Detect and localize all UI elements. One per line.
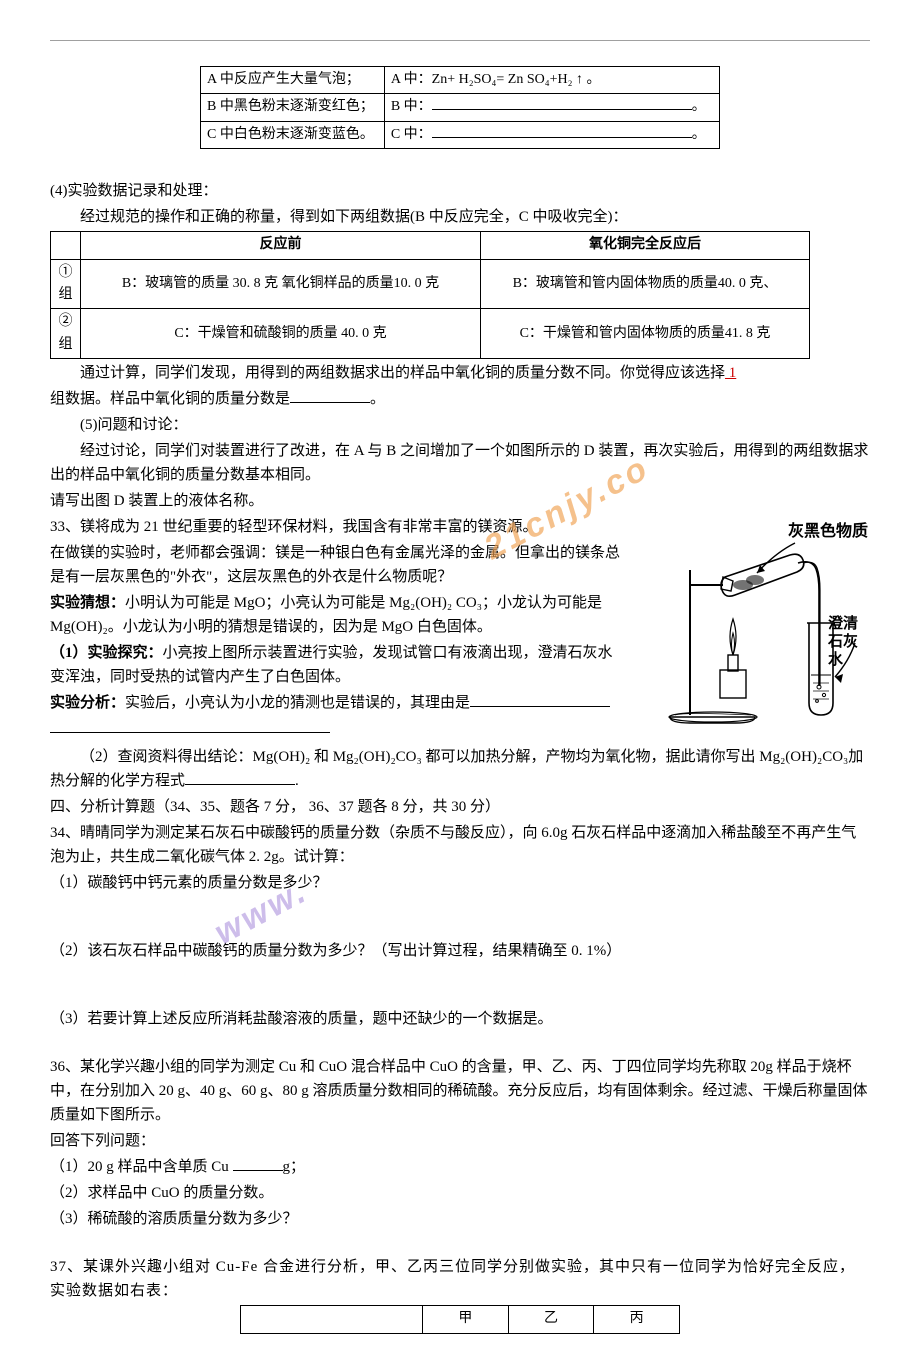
- data-head-2: 氧化铜完全反应后: [481, 232, 810, 259]
- sec4-para1: 通过计算，同学们发现，用得到的两组数据求出的样品中氧化铜的质量分数不同。你觉得应…: [50, 361, 870, 385]
- data-head-0: [51, 232, 81, 259]
- q36-3: （3）稀硫酸的溶质质量分数为多少？: [50, 1207, 870, 1231]
- section-4-title: (4)实验数据记录和处理：: [50, 179, 870, 203]
- blank-field[interactable]: [290, 388, 370, 403]
- q33-sub2: （2）查阅资料得出结论：Mg(OH)₂ 和 Mg₂(OH)₂CO₃ 都可以加热分…: [50, 745, 870, 793]
- bt-2: 乙: [508, 1306, 594, 1333]
- table-row: C 中白色粉末逐渐变蓝色。 C 中：。: [201, 121, 720, 148]
- figure-label-lime: 澄清石灰水: [828, 615, 870, 669]
- blank-field[interactable]: [50, 718, 330, 733]
- q36-1: （1）20 g 样品中含单质 Cu g；: [50, 1155, 870, 1179]
- blank-field[interactable]: [185, 770, 295, 785]
- answer-red: 1: [725, 365, 736, 381]
- bt-1: 甲: [423, 1306, 509, 1333]
- obs-right-0: A 中：Zn+ H₂SO₄= Zn SO₄+H₂ ↑ 。: [384, 67, 719, 94]
- q37-table: 甲 乙 丙: [240, 1305, 680, 1333]
- table-row: A 中反应产生大量气泡； A 中：Zn+ H₂SO₄= Zn SO₄+H₂ ↑ …: [201, 67, 720, 94]
- table-row: B 中黑色粉末逐渐变红色； B 中：。: [201, 94, 720, 121]
- q37: 37、某课外兴趣小组对 Cu-Fe 合金进行分析，甲、乙丙三位同学分别做实验，其…: [50, 1255, 870, 1303]
- row2-after: C：干燥管和管内固体物质的质量41. 8 克: [481, 309, 810, 359]
- q34-2: （2）该石灰石样品中碳酸钙的质量分数为多少？（写出计算过程，结果精确至 0. 1…: [50, 939, 870, 963]
- table-row: 甲 乙 丙: [241, 1306, 680, 1333]
- data-head-1: 反应前: [81, 232, 481, 259]
- row1-after: B：玻璃管和管内固体物质的质量40. 0 克、: [481, 259, 810, 309]
- observations-table: A 中反应产生大量气泡； A 中：Zn+ H₂SO₄= Zn SO₄+H₂ ↑ …: [200, 66, 720, 149]
- page-top-rule: [50, 40, 870, 41]
- sec4-para2: 组数据。样品中氧化铜的质量分数是。: [50, 387, 870, 411]
- section-5-p1: 经过讨论，同学们对装置进行了改进，在 A 与 B 之间增加了一个如图所示的 D …: [50, 439, 870, 487]
- bt-3: 丙: [594, 1306, 680, 1333]
- q34-1: （1）碳酸钙中钙元素的质量分数是多少？: [50, 871, 870, 895]
- row2-before: C：干燥管和硫酸铜的质量 40. 0 克: [81, 309, 481, 359]
- q34: 34、晴晴同学为测定某石灰石中碳酸钙的质量分数（杂质不与酸反应），向 6.0g …: [50, 821, 870, 869]
- section-calc-heading: 四、分析计算题（34、35、题各 7 分， 36、37 题各 8 分，共 30 …: [50, 795, 870, 819]
- obs-right-1: B 中：。: [384, 94, 719, 121]
- apparatus-figure: 灰黑色物质 澄清石灰水: [635, 515, 870, 735]
- blank-field[interactable]: [470, 692, 610, 707]
- table-row: ①组 B：玻璃管的质量 30. 8 克 氧化铜样品的质量10. 0 克 B：玻璃…: [51, 259, 810, 309]
- q36-2: （2）求样品中 CuO 的质量分数。: [50, 1181, 870, 1205]
- row1-label: ①组: [51, 259, 81, 309]
- q36: 36、某化学兴趣小组的同学为测定 Cu 和 CuO 混合样品中 CuO 的含量，…: [50, 1055, 870, 1127]
- blank-field[interactable]: [233, 1156, 283, 1171]
- blank-field[interactable]: [432, 124, 692, 138]
- obs-left-2: C 中白色粉末逐渐变蓝色。: [201, 121, 385, 148]
- bt-0: [241, 1306, 423, 1333]
- obs-left-0: A 中反应产生大量气泡；: [201, 67, 385, 94]
- section-5-p2: 请写出图 D 装置上的液体名称。: [50, 489, 870, 513]
- table-row: ②组 C：干燥管和硫酸铜的质量 40. 0 克 C：干燥管和管内固体物质的质量4…: [51, 309, 810, 359]
- data-table: 反应前 氧化铜完全反应后 ①组 B：玻璃管的质量 30. 8 克 氧化铜样品的质…: [50, 231, 810, 359]
- row2-label: ②组: [51, 309, 81, 359]
- obs-right-2: C 中：。: [384, 121, 719, 148]
- section-5-title: (5)问题和讨论：: [50, 413, 870, 437]
- obs-left-1: B 中黑色粉末逐渐变红色；: [201, 94, 385, 121]
- q36-intro: 回答下列问题：: [50, 1129, 870, 1153]
- section-4-intro: 经过规范的操作和正确的称量，得到如下两组数据(B 中反应完全，C 中吸收完全)：: [50, 205, 870, 229]
- table-row: 反应前 氧化铜完全反应后: [51, 232, 810, 259]
- row1-before: B：玻璃管的质量 30. 8 克 氧化铜样品的质量10. 0 克: [81, 259, 481, 309]
- figure-label-gray: 灰黑色物质: [788, 519, 868, 545]
- blank-field[interactable]: [432, 96, 692, 110]
- q34-3: （3）若要计算上述反应所消耗盐酸溶液的质量，题中还缺少的一个数据是。: [50, 1007, 870, 1031]
